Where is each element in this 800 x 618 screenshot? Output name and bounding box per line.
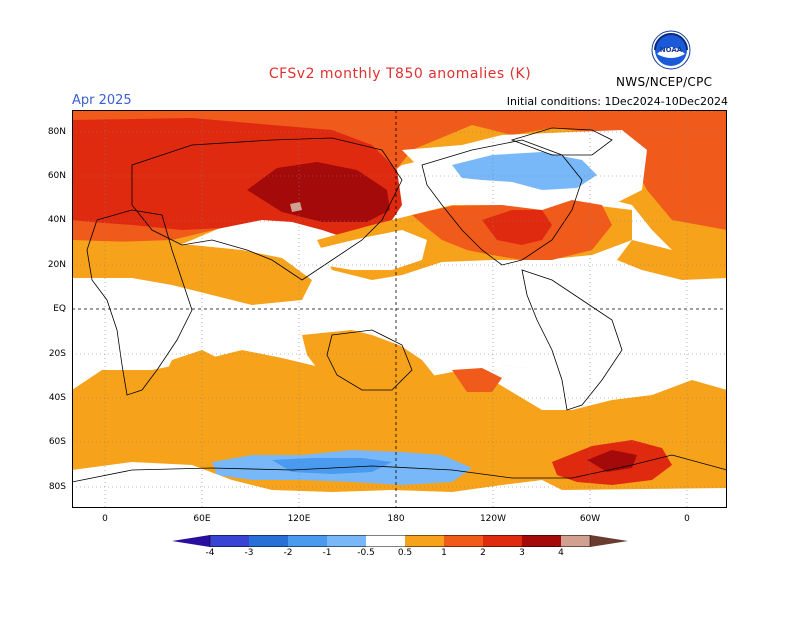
lat-label: 80S [48,482,66,492]
colorbar-label: 2 [480,548,486,558]
lon-label: 60E [193,514,211,524]
anomaly-tropics-orange-right [617,240,727,280]
lat-label: 80N [47,127,66,137]
forecast-month: Apr 2025 [72,93,132,108]
lat-label: 20N [47,260,66,270]
colorbar-swatch [327,535,366,547]
anomaly-tropics-orange-left [72,240,312,305]
map-frame [72,110,727,508]
colorbar-label: 0.5 [397,548,413,558]
anomaly-antarctic-blue-deep [272,458,392,474]
colorbar-swatch [210,535,249,547]
colorbar-swatch [288,535,327,547]
colorbar-swatch [590,535,628,547]
noaa-logo-icon: NOAA [651,30,691,70]
anomaly-siberia-tan [290,202,302,212]
coastlines [72,127,727,483]
anomaly-usa-red [482,210,552,245]
anomaly-equatorial-neutral [72,275,727,385]
colorbar-swatch [483,535,522,547]
logo-text: NOAA [660,46,683,54]
lon-label: 0 [102,514,108,524]
colorbar-swatch [366,535,405,547]
lat-label: 60N [47,171,66,181]
colorbar-label: -1 [322,548,332,558]
colorbar-label: -4 [205,548,215,558]
colorbar-swatch [561,535,590,547]
colorbar-label: 1 [441,548,447,558]
anomaly-canada-blue [452,152,597,190]
lat-label: 60S [48,437,66,447]
colorbar-label: -3 [244,548,254,558]
colorbar-label: 3 [519,548,525,558]
organization-label: NWS/NCEP/CPC [616,75,713,89]
lon-label: 0 [684,514,690,524]
lat-label: 40S [48,393,66,403]
anomaly-australia-orange [302,330,442,420]
anomaly-map [72,110,727,508]
initial-conditions: Initial conditions: 1Dec2024-10Dec2024 [506,95,728,108]
colorbar-swatch [405,535,444,547]
colorbar-label: -0.5 [357,548,375,558]
lat-label: 40N [47,215,66,225]
lat-label: 20S [48,349,66,359]
colorbar-swatch [522,535,561,547]
anomaly-indian-ocean-orange [152,350,237,440]
colorbar-label: -2 [283,548,293,558]
colorbar [172,535,628,547]
anomaly-pacific-south-red [452,368,502,392]
anomaly-pacific-neutral [312,230,427,270]
colorbar-swatch [444,535,483,547]
lon-label: 60W [579,514,601,524]
lon-label: 120E [287,514,311,524]
colorbar-swatch [249,535,288,547]
anomaly-siberia-darkred [247,162,390,222]
lon-label: 180 [387,514,405,524]
anomaly-antarctic-neutral [72,462,727,508]
map-title: CFSv2 monthly T850 anomalies (K) [268,66,532,82]
colorbar-swatch [172,535,210,547]
lon-label: 120W [479,514,507,524]
lat-label: EQ [53,304,66,314]
colorbar-label: 4 [558,548,564,558]
